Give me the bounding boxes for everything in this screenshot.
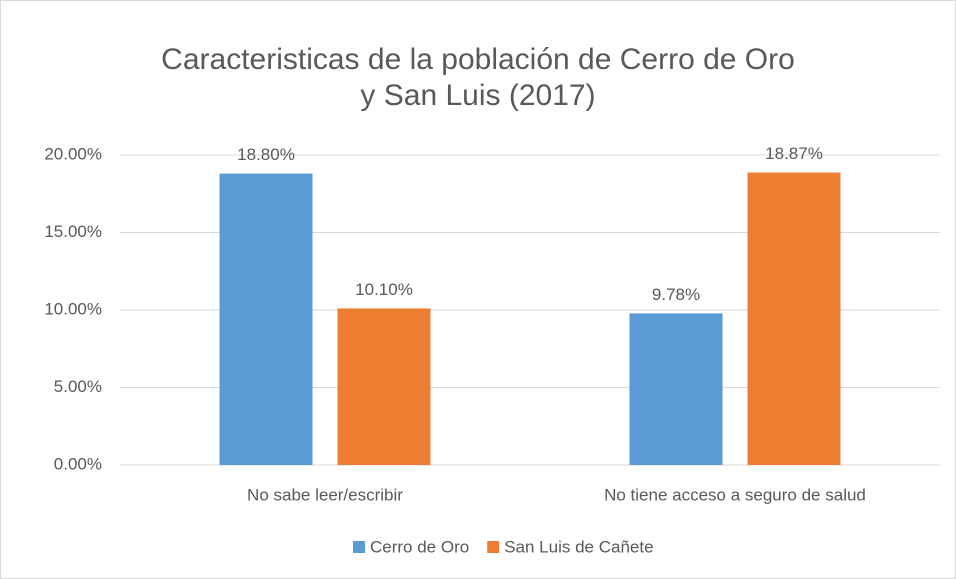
legend-label: Cerro de Oro — [370, 537, 469, 556]
x-tick-label: No sabe leer/escribir — [247, 485, 403, 504]
y-tick-label: 20.00% — [44, 144, 102, 163]
bar — [219, 173, 313, 465]
legend-swatch — [487, 541, 500, 553]
legend-swatch — [353, 541, 365, 553]
data-label: 10.10% — [355, 280, 413, 299]
bar — [337, 308, 431, 465]
bar — [629, 313, 723, 465]
y-tick-label: 15.00% — [44, 222, 102, 241]
y-tick-label: 0.00% — [54, 454, 102, 473]
y-tick-label: 10.00% — [44, 299, 102, 318]
chart-title: Caracteristicas de la población de Cerro… — [161, 43, 795, 112]
data-label: 18.87% — [765, 144, 823, 163]
legend-label: San Luis de Cañete — [504, 537, 653, 556]
x-tick-label: No tiene acceso a seguro de salud — [604, 485, 866, 504]
data-label: 18.80% — [237, 145, 295, 164]
bar — [747, 172, 841, 465]
y-tick-label: 5.00% — [54, 377, 102, 396]
data-label: 9.78% — [652, 285, 700, 304]
